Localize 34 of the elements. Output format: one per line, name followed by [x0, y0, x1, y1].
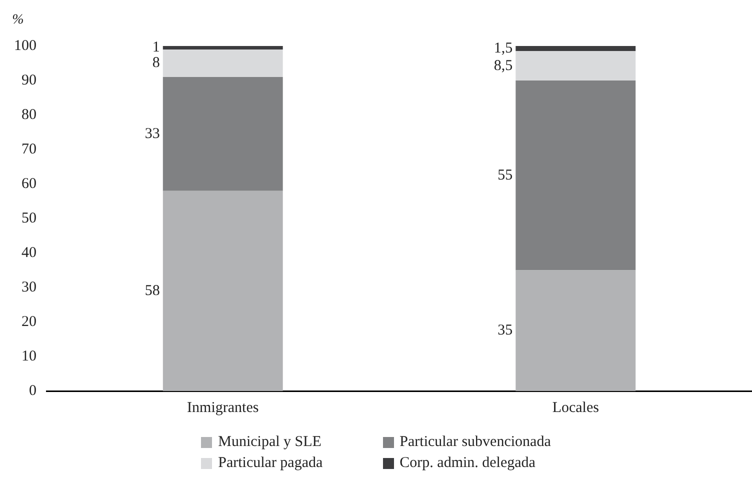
- legend-label: Particular pagada: [218, 455, 323, 472]
- bar: [516, 46, 636, 52]
- data-label: 35: [498, 322, 513, 339]
- y-tick-label: 10: [22, 348, 36, 364]
- bar: [516, 51, 636, 80]
- bar: [516, 80, 636, 270]
- bar: [516, 270, 636, 391]
- legend-label: Municipal y SLE: [218, 434, 322, 451]
- y-tick-label: 80: [22, 106, 36, 123]
- y-tick-label: 40: [22, 244, 36, 261]
- y-tick-label: 20: [22, 314, 36, 330]
- legend-label: Particular subvencionada: [400, 434, 551, 451]
- x-tick-label: Locales: [552, 400, 600, 416]
- y-tick-label: 70: [22, 141, 36, 158]
- data-label: 33: [144, 126, 160, 142]
- bar: [162, 77, 283, 191]
- data-label: 8,5: [494, 58, 513, 74]
- data-label: 8: [152, 55, 160, 72]
- y-tick-label: 60: [22, 176, 36, 192]
- data-label: 1,5: [494, 40, 513, 57]
- data-label: 55: [498, 167, 513, 184]
- bar: [162, 49, 283, 78]
- bar: [162, 46, 283, 50]
- y-tick-label: 0: [29, 382, 36, 399]
- x-tick-label: Inmigrantes: [187, 400, 259, 416]
- y-tick-label: 50: [22, 210, 36, 226]
- data-label: 58: [144, 282, 160, 299]
- y-tick-label: 100: [14, 38, 36, 54]
- bar: [162, 190, 283, 391]
- y-axis-title: %: [12, 12, 24, 28]
- y-tick-label: 30: [22, 279, 36, 296]
- legend-label: Corp. admin. delegada: [400, 455, 536, 472]
- data-label: 1: [152, 40, 160, 56]
- y-tick-label: 90: [22, 72, 36, 88]
